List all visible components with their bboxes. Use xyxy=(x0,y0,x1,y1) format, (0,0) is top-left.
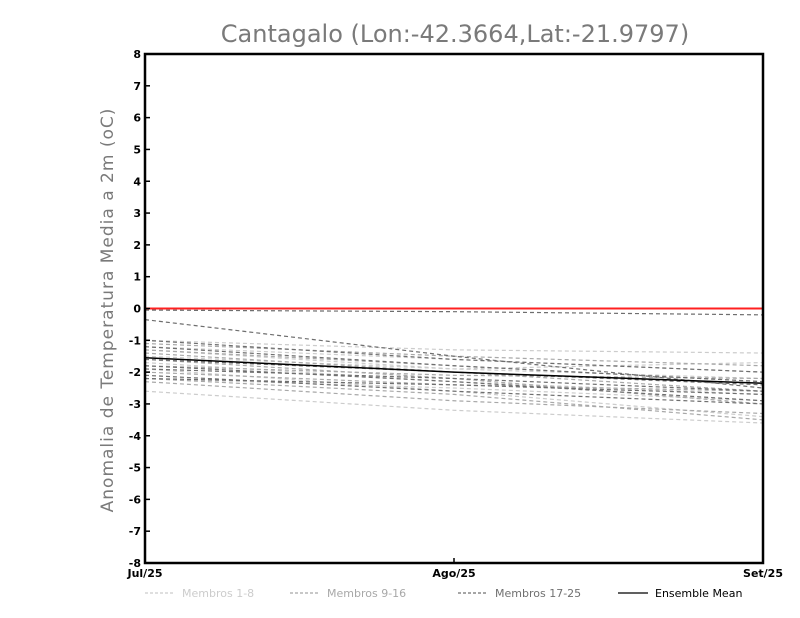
x-tick-label: Ago/25 xyxy=(432,567,475,580)
y-tick-label: -5 xyxy=(129,462,141,475)
y-tick-label: 1 xyxy=(133,271,141,284)
series-member-19 xyxy=(144,339,764,373)
y-axis-label: Anomalia de Temperatura Media a 2m (oC) xyxy=(98,108,118,513)
legend-label: Membros 17-25 xyxy=(495,587,581,600)
y-tick-label: -2 xyxy=(129,366,141,379)
series-member-12 xyxy=(144,377,764,421)
y-tick-label: -7 xyxy=(129,525,141,538)
y-tick-label: 7 xyxy=(133,80,141,93)
legend-label: Ensemble Mean xyxy=(655,587,742,600)
x-tick-label: Set/25 xyxy=(743,567,783,580)
series-ensemble-mean xyxy=(144,357,764,385)
series-member-3 xyxy=(144,339,764,354)
series-member-5 xyxy=(144,377,764,402)
y-tick-label: 0 xyxy=(133,303,141,316)
y-tick-label: 6 xyxy=(133,112,141,125)
series-member-21 xyxy=(144,374,764,405)
y-tick-label: -4 xyxy=(129,430,142,443)
legend: Membros 1-8 Membros 9-16 Membros 17-25 Ense… xyxy=(145,587,742,600)
series-member-14 xyxy=(144,365,764,380)
y-tick-label: -3 xyxy=(129,398,141,411)
series-layer xyxy=(144,309,764,424)
legend-label: Membros 1-8 xyxy=(182,587,254,600)
y-tick-label: 8 xyxy=(133,48,141,61)
x-tick-label: Jul/25 xyxy=(126,567,162,580)
y-tick-label: 5 xyxy=(133,143,141,156)
legend-label: Membros 9-16 xyxy=(327,587,406,600)
y-tick-label: -1 xyxy=(129,334,141,347)
series-member-16 xyxy=(144,381,764,415)
series-member-1 xyxy=(144,390,764,424)
y-axis: 8 7 6 5 4 3 2 1 0 -1 -2 -3 -4 -5 -6 -7 -8 xyxy=(129,48,150,570)
y-tick-label: 4 xyxy=(133,175,141,188)
series-member-20 xyxy=(144,365,764,402)
x-axis: Jul/25 Ago/25 Set/25 xyxy=(126,558,783,580)
y-tick-label: 2 xyxy=(133,239,141,252)
series-member-24 xyxy=(144,346,764,383)
series-member-17 xyxy=(144,309,764,316)
y-tick-label: -8 xyxy=(129,557,141,570)
y-tick-label: -6 xyxy=(129,493,142,506)
series-member-18 xyxy=(144,319,764,389)
series-member-25 xyxy=(144,368,764,392)
y-tick-label: 3 xyxy=(133,207,141,220)
chart-title: Cantagalo (Lon:-42.3664,Lat:-21.9797) xyxy=(221,20,689,48)
series-member-23 xyxy=(144,377,764,395)
series-member-6 xyxy=(144,355,764,370)
plot-area xyxy=(144,307,764,424)
